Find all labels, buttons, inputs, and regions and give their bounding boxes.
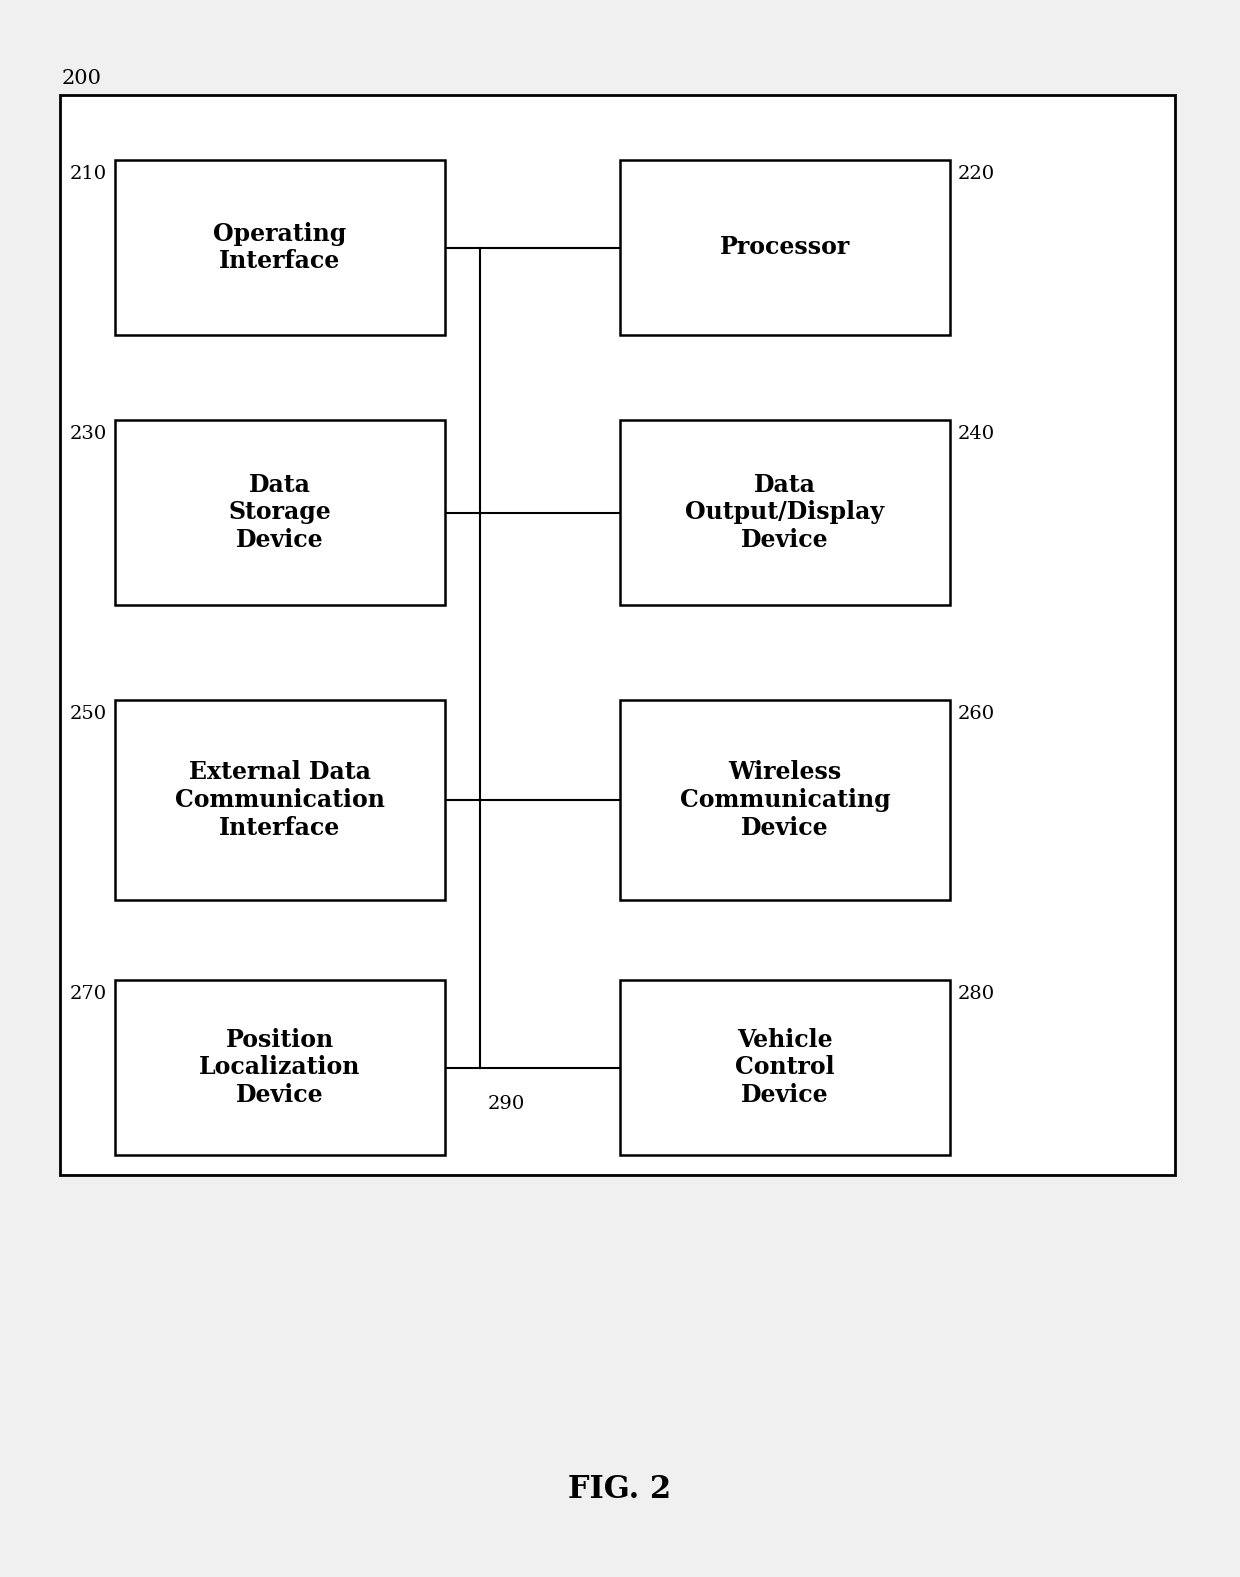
Text: 250: 250 bbox=[69, 705, 107, 722]
Bar bbox=[115, 159, 445, 334]
Text: External Data
Communication
Interface: External Data Communication Interface bbox=[175, 760, 384, 841]
Text: 240: 240 bbox=[959, 424, 996, 443]
Text: Processor: Processor bbox=[720, 235, 851, 260]
Text: 290: 290 bbox=[489, 1094, 526, 1113]
Bar bbox=[60, 95, 1176, 1175]
Bar bbox=[115, 419, 445, 606]
Bar bbox=[620, 159, 950, 334]
Text: 210: 210 bbox=[69, 166, 107, 183]
Text: 220: 220 bbox=[959, 166, 996, 183]
Text: 260: 260 bbox=[959, 705, 996, 722]
Text: 270: 270 bbox=[69, 986, 107, 1003]
Text: Data
Storage
Device: Data Storage Device bbox=[228, 473, 331, 552]
Bar bbox=[620, 979, 950, 1154]
Bar bbox=[620, 700, 950, 900]
Text: FIG. 2: FIG. 2 bbox=[568, 1474, 672, 1506]
Text: 230: 230 bbox=[69, 424, 107, 443]
Text: Data
Output/Display
Device: Data Output/Display Device bbox=[686, 473, 884, 552]
Text: Vehicle
Control
Device: Vehicle Control Device bbox=[735, 1028, 835, 1107]
Text: 280: 280 bbox=[959, 986, 996, 1003]
Text: Operating
Interface: Operating Interface bbox=[213, 222, 347, 273]
Bar bbox=[620, 419, 950, 606]
Bar bbox=[115, 979, 445, 1154]
Text: 200: 200 bbox=[62, 69, 102, 88]
Text: Position
Localization
Device: Position Localization Device bbox=[200, 1028, 361, 1107]
Bar bbox=[115, 700, 445, 900]
Text: Wireless
Communicating
Device: Wireless Communicating Device bbox=[680, 760, 890, 841]
